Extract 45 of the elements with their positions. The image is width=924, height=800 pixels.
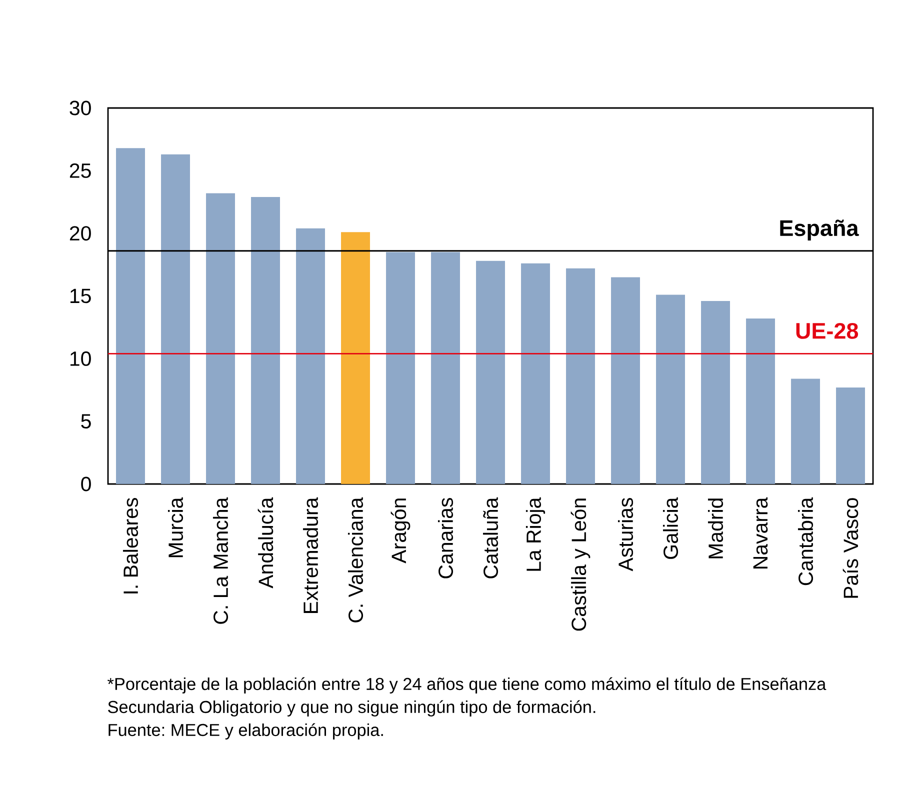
bar xyxy=(431,252,460,484)
x-tick-label: Canarias xyxy=(438,498,454,578)
x-tick-label: Cataluña xyxy=(482,497,498,578)
x-tick-label: Aragón xyxy=(390,498,410,564)
bar xyxy=(476,260,505,484)
y-tick-label: 5 xyxy=(81,414,91,428)
x-tick-label: C. Valenciana xyxy=(348,497,364,622)
bar xyxy=(116,148,145,484)
bar xyxy=(836,387,865,484)
x-tick-label: C. La Mancha xyxy=(212,497,228,624)
y-tick-label: 30 xyxy=(70,100,91,116)
ref-line-label: España xyxy=(780,220,859,241)
y-tick-label: 10 xyxy=(70,351,91,366)
x-tick-label: Murcia xyxy=(168,497,184,558)
y-tick-label: 25 xyxy=(70,163,91,178)
x-tick-label: Cantabria xyxy=(798,497,814,586)
y-tick-label: 0 xyxy=(81,476,91,492)
x-tick-label: Extremadura xyxy=(302,497,318,613)
x-tick-label: Galicia xyxy=(662,497,678,559)
bar xyxy=(656,294,685,484)
bar xyxy=(611,277,640,484)
x-tick-label: Castilla y León xyxy=(570,498,590,631)
x-tick-label: I. Baleares xyxy=(122,498,138,594)
text: *Porcentaje de la población entre 18 y 24 años que tiene como máximo el título de Enseñanza Secundaria Obligatorio y que no sigue ningún tipo de formación. xyxy=(108,677,826,717)
bar xyxy=(566,268,595,484)
bar xyxy=(521,263,550,484)
source-note: Fuente: MECE y elaboración propia. xyxy=(108,723,383,740)
bar xyxy=(386,252,415,484)
x-tick-label: Navarra xyxy=(753,497,768,569)
ref-line-label: UE-28 xyxy=(796,322,858,339)
y-tick-label: 20 xyxy=(70,226,91,241)
bar xyxy=(791,378,820,484)
x-tick-label: Asturias xyxy=(618,498,634,572)
x-tick-label: Andalucía xyxy=(258,497,274,588)
y-tick-label: 15 xyxy=(70,288,91,304)
bar xyxy=(161,154,190,484)
bar xyxy=(206,193,235,484)
bar xyxy=(341,232,370,484)
x-tick-label: País Vasco xyxy=(842,498,858,598)
x-tick-label: Madrid xyxy=(708,498,724,558)
bar xyxy=(701,301,730,484)
x-tick-label: La Rioja xyxy=(526,497,546,571)
bar xyxy=(746,318,775,484)
bar xyxy=(251,196,280,484)
bar xyxy=(296,228,325,484)
